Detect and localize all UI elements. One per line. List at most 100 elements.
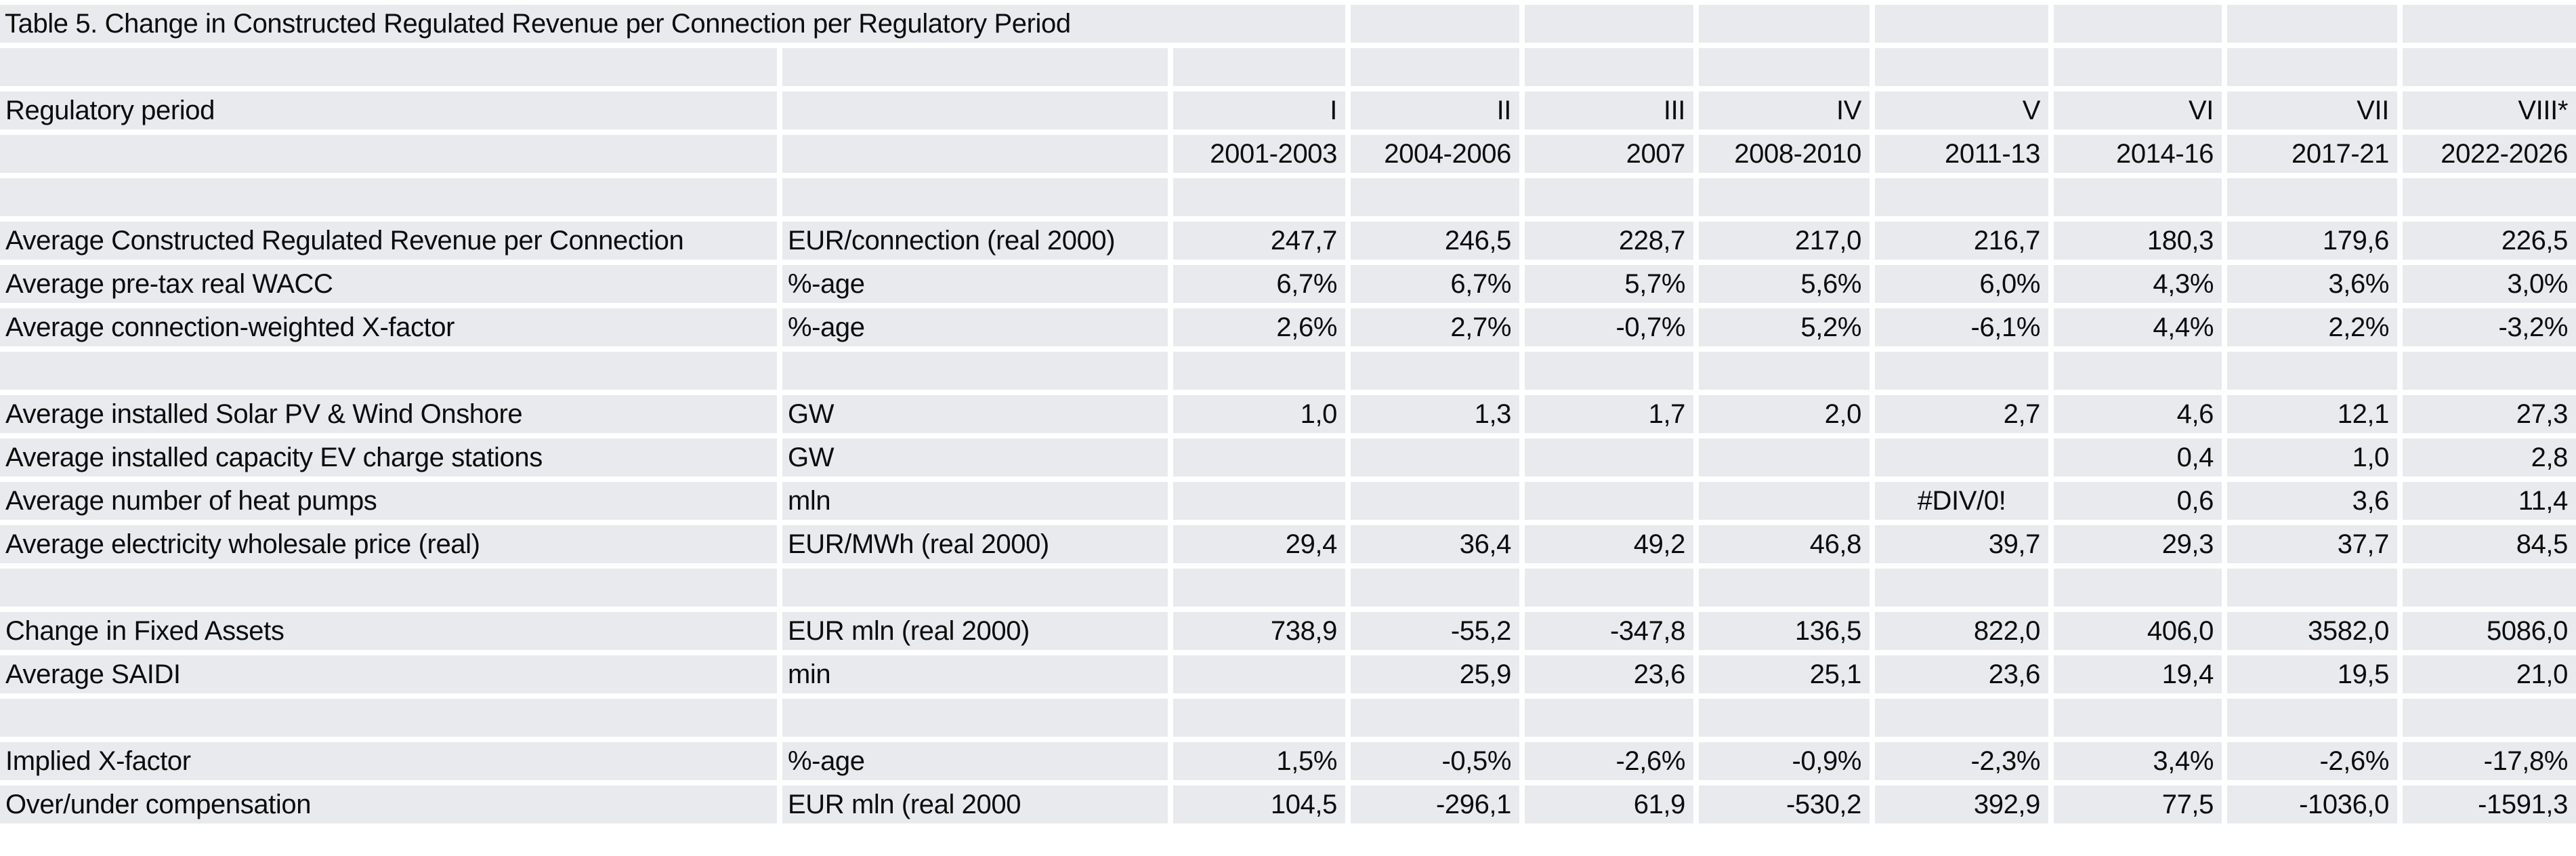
value-cell[interactable]: -6,1% [1875,308,2048,346]
unit-cell[interactable]: GW [782,439,1168,476]
period-header-cell[interactable]: III [1525,91,1693,129]
row-label-cell[interactable]: Average number of heat pumps [0,482,777,520]
row-label-cell[interactable]: Average pre-tax real WACC [0,265,777,303]
value-cell[interactable]: 6,0% [1875,265,2048,303]
blank-cell[interactable] [2054,178,2222,216]
value-cell[interactable]: 12,1 [2227,395,2397,433]
unit-cell[interactable]: %-age [782,308,1168,346]
blank-label-cell[interactable] [0,699,777,737]
value-cell[interactable]: -347,8 [1525,612,1693,650]
value-cell[interactable]: 1,3 [1351,395,1519,433]
title-cell[interactable]: Table 5. Change in Constructed Regulated… [0,5,1345,43]
value-cell[interactable] [1173,482,1345,520]
value-cell[interactable]: 29,3 [2054,525,2222,563]
value-cell[interactable]: 5,2% [1699,308,1870,346]
value-cell[interactable]: 3582,0 [2227,612,2397,650]
row-label-cell[interactable]: Average installed Solar PV & Wind Onshor… [0,395,777,433]
blank-unit-cell[interactable] [782,352,1168,390]
period-header-cell[interactable]: VI [2054,91,2222,129]
row-label-cell[interactable] [0,135,777,173]
blank-cell[interactable] [1525,352,1693,390]
blank-cell[interactable] [1173,569,1345,607]
value-cell[interactable]: 1,5% [1173,742,1345,780]
period-years-cell[interactable]: 2017-21 [2227,135,2397,173]
blank-cell[interactable] [2227,48,2397,86]
blank-unit-cell[interactable] [782,569,1168,607]
blank-cell[interactable] [1875,5,2048,43]
blank-unit-cell[interactable] [782,48,1168,86]
value-cell[interactable]: -55,2 [1351,612,1519,650]
value-cell[interactable]: 84,5 [2403,525,2576,563]
value-cell[interactable]: 4,3% [2054,265,2222,303]
value-cell[interactable]: 46,8 [1699,525,1870,563]
value-cell[interactable]: 246,5 [1351,222,1519,260]
blank-cell[interactable] [1525,569,1693,607]
unit-cell[interactable]: %-age [782,742,1168,780]
value-cell[interactable] [1351,482,1519,520]
value-cell[interactable]: 39,7 [1875,525,2048,563]
blank-cell[interactable] [2054,48,2222,86]
blank-cell[interactable] [1875,699,2048,737]
value-cell[interactable]: 2,6% [1173,308,1345,346]
blank-cell[interactable] [2403,569,2576,607]
value-cell[interactable]: 11,4 [2403,482,2576,520]
blank-label-cell[interactable] [0,352,777,390]
value-cell[interactable]: -3,2% [2403,308,2576,346]
value-cell[interactable]: 61,9 [1525,786,1693,823]
value-cell[interactable]: 3,6% [2227,265,2397,303]
blank-cell[interactable] [1525,178,1693,216]
period-years-cell[interactable]: 2007 [1525,135,1693,173]
blank-cell[interactable] [2054,5,2222,43]
blank-cell[interactable] [1525,699,1693,737]
blank-cell[interactable] [1351,5,1519,43]
blank-unit-cell[interactable] [782,178,1168,216]
blank-cell[interactable] [2403,5,2576,43]
blank-cell[interactable] [1525,5,1693,43]
value-cell[interactable] [1875,439,2048,476]
row-label-cell[interactable]: Average electricity wholesale price (rea… [0,525,777,563]
value-cell[interactable] [1173,655,1345,693]
row-label-cell[interactable]: Implied X-factor [0,742,777,780]
value-cell[interactable]: 104,5 [1173,786,1345,823]
error-cell[interactable]: #DIV/0! [1875,482,2048,520]
value-cell[interactable]: 1,0 [2227,439,2397,476]
period-header-cell[interactable]: V [1875,91,2048,129]
blank-cell[interactable] [2227,5,2397,43]
row-label-cell[interactable]: Average installed capacity EV charge sta… [0,439,777,476]
value-cell[interactable]: 217,0 [1699,222,1870,260]
value-cell[interactable]: 36,4 [1351,525,1519,563]
value-cell[interactable] [1173,439,1345,476]
blank-label-cell[interactable] [0,48,777,86]
blank-cell[interactable] [1173,699,1345,737]
value-cell[interactable]: 37,7 [2227,525,2397,563]
value-cell[interactable]: -0,5% [1351,742,1519,780]
blank-cell[interactable] [1875,48,2048,86]
blank-cell[interactable] [2227,178,2397,216]
value-cell[interactable]: 1,7 [1525,395,1693,433]
blank-label-cell[interactable] [0,178,777,216]
value-cell[interactable]: 4,6 [2054,395,2222,433]
value-cell[interactable]: 1,0 [1173,395,1345,433]
value-cell[interactable]: 822,0 [1875,612,2048,650]
blank-cell[interactable] [1699,352,1870,390]
value-cell[interactable]: -17,8% [2403,742,2576,780]
blank-cell[interactable] [1173,178,1345,216]
value-cell[interactable]: 3,4% [2054,742,2222,780]
unit-cell[interactable]: EUR mln (real 2000 [782,786,1168,823]
blank-cell[interactable] [2227,699,2397,737]
period-years-cell[interactable]: 2001-2003 [1173,135,1345,173]
value-cell[interactable]: 2,2% [2227,308,2397,346]
value-cell[interactable]: 0,4 [2054,439,2222,476]
unit-cell[interactable]: GW [782,395,1168,433]
value-cell[interactable]: 392,9 [1875,786,2048,823]
blank-cell[interactable] [2403,699,2576,737]
value-cell[interactable]: -0,9% [1699,742,1870,780]
value-cell[interactable]: -0,7% [1525,308,1693,346]
unit-cell[interactable]: EUR mln (real 2000) [782,612,1168,650]
value-cell[interactable]: 21,0 [2403,655,2576,693]
blank-cell[interactable] [1875,352,2048,390]
blank-label-cell[interactable] [0,569,777,607]
row-label-cell[interactable]: Change in Fixed Assets [0,612,777,650]
period-header-cell[interactable]: II [1351,91,1519,129]
blank-cell[interactable] [1351,352,1519,390]
